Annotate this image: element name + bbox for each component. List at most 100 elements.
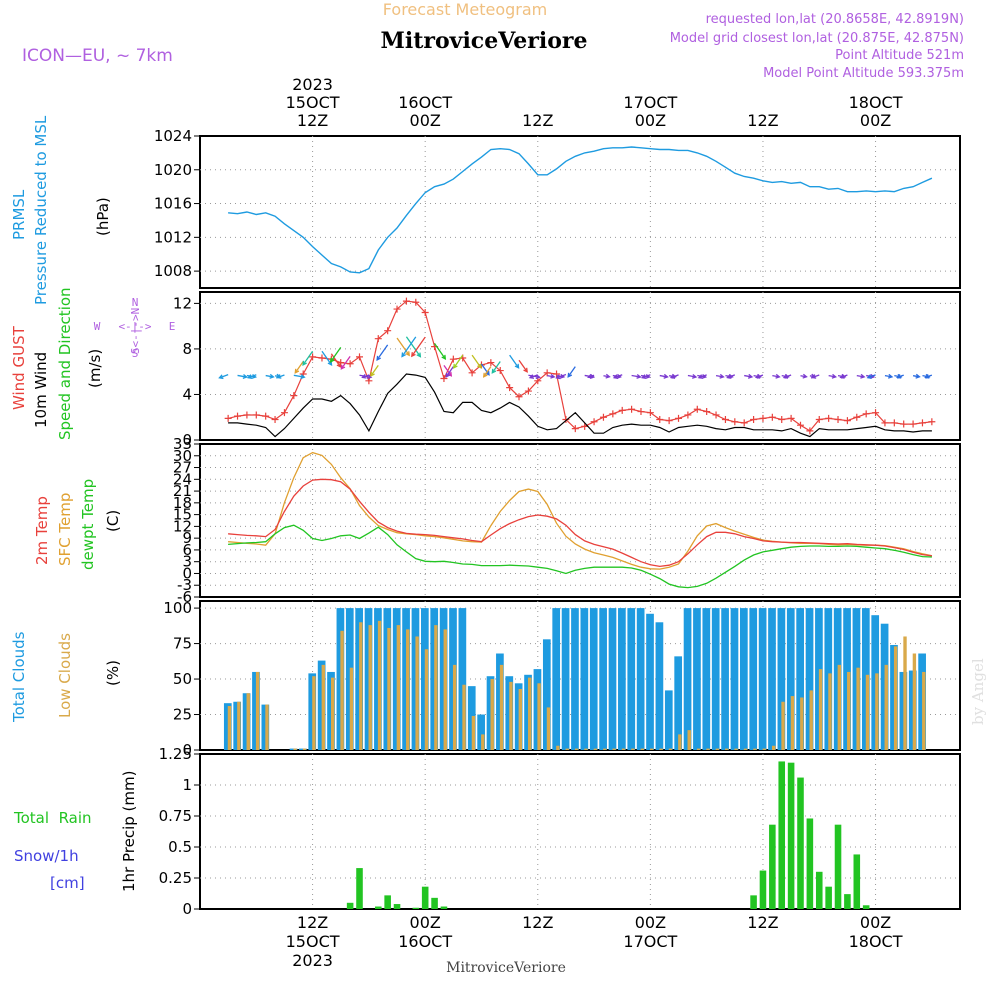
time-label-bottom: 00Z	[860, 913, 891, 932]
low-cloud-bar	[809, 690, 813, 750]
rain-bar	[374, 906, 382, 909]
pressure-unit: (hPa)	[94, 197, 112, 236]
wind-direction-arrow	[556, 373, 567, 379]
wind-direction-arrow	[491, 361, 501, 374]
y-tick-label: 1012	[154, 228, 192, 246]
gust-marker	[487, 359, 495, 367]
gust-marker	[402, 297, 410, 305]
footer-location: MitroviceVeriore	[446, 960, 566, 976]
wind-arrow-head	[896, 373, 902, 379]
wind-direction-arrow	[613, 374, 623, 379]
wind-label-dir: Speed and Direction	[56, 287, 74, 440]
gust-line	[227, 300, 932, 432]
low-cloud-bar	[743, 748, 748, 750]
wind-arrow-head	[831, 373, 838, 379]
time-label-bottom: 12Z	[522, 913, 553, 932]
low-cloud-bar	[490, 679, 494, 750]
gust-marker	[562, 416, 570, 424]
time-label-top: 18OCT	[849, 93, 903, 112]
gust-marker	[581, 422, 589, 430]
gust-marker	[843, 417, 851, 425]
wind-arrow-head	[555, 374, 561, 380]
wind-arrow-head	[924, 373, 930, 379]
y-tick-label: 3	[182, 553, 192, 571]
y-tick-label: 9	[182, 529, 192, 547]
gust-marker	[806, 427, 814, 435]
gust-marker	[234, 412, 242, 420]
low-cloud-bar	[621, 748, 626, 750]
y-tick-label: 0	[182, 564, 192, 582]
wind-direction-arrow	[529, 374, 539, 379]
wind-arrow-head	[416, 352, 422, 358]
y-tick-label: 50	[173, 670, 192, 688]
y-tick-label: 4	[182, 385, 192, 403]
gust-marker	[506, 384, 514, 392]
wind-arrow-head	[445, 372, 451, 378]
gust-marker	[703, 408, 711, 416]
low-cloud-bar	[593, 748, 598, 750]
y-tick-label: 100	[163, 599, 192, 617]
wind-compass: N S W E <-|-> S<-|->N	[94, 296, 176, 360]
gust-marker	[909, 420, 917, 428]
gust-marker	[825, 414, 833, 422]
low-cloud-bar	[368, 625, 372, 750]
time-label-top: 00Z	[860, 111, 891, 130]
low-cloud-bar	[518, 688, 523, 750]
wind-arrow-head	[411, 352, 416, 358]
total-cloud-bar	[608, 608, 617, 750]
cloud-labels: Total Clouds Low Clouds (%)	[10, 631, 122, 723]
chart-layer: 1008101210161020102404812-6-303691215182…	[154, 75, 961, 970]
total-cloud-bar	[805, 608, 814, 750]
wind-direction-arrow	[330, 347, 342, 363]
gust-marker	[412, 298, 420, 306]
compass-east: E	[169, 320, 176, 333]
low-cloud-bar	[321, 664, 325, 750]
low-cloud-bar	[631, 748, 635, 750]
rain-bar	[787, 762, 795, 909]
total-cloud-bar	[674, 656, 683, 750]
low-cloud-bar	[237, 701, 241, 750]
rain-bar	[346, 902, 354, 909]
wind-arrow-head	[663, 373, 669, 379]
total-cloud-bar	[796, 608, 804, 750]
time-label-top: 00Z	[635, 111, 666, 130]
pressure-label-2: Pressure Reduced to MSL	[32, 115, 50, 305]
gust-marker	[599, 413, 607, 421]
y-tick-label: 33	[173, 435, 192, 453]
total-cloud-bar	[664, 690, 673, 750]
total-cloud-bar	[721, 608, 729, 750]
gust-marker	[374, 335, 382, 343]
temp-unit: (C)	[104, 510, 122, 532]
wind-arrow-head	[514, 363, 520, 369]
rain-bar	[797, 777, 804, 909]
wind-direction-arrow	[340, 355, 351, 370]
rain-bar	[421, 886, 429, 909]
y-tick-label: 6	[182, 541, 192, 559]
wind-direction-arrow	[302, 350, 314, 366]
wind-arrow-head	[453, 363, 458, 369]
y-tick-label: 1008	[154, 262, 192, 280]
total-cloud-bar	[730, 608, 739, 750]
wind-arrow-head	[782, 374, 789, 379]
rain-bar	[412, 907, 420, 909]
y-tick-label: 0	[182, 900, 192, 918]
wind-arrow-head	[482, 372, 488, 378]
wind-direction-arrow	[248, 374, 257, 379]
panel-pressure: 1008 1012 1016 1020 1024	[154, 127, 961, 289]
time-label-bottom: 00Z	[635, 913, 666, 932]
wind-label-10m: 10m Wind	[32, 352, 50, 428]
wind-arrow-head	[754, 374, 761, 379]
low-cloud-bar	[246, 693, 250, 750]
wind-direction-arrow	[631, 374, 641, 378]
low-cloud-bar	[387, 627, 391, 750]
low-cloud-bar	[406, 629, 410, 750]
wind-direction-arrow	[294, 361, 304, 374]
total-cloud-bar	[542, 639, 551, 750]
wind-arrow-head	[866, 374, 872, 379]
low-cloud-bar	[471, 715, 476, 750]
wind-arrow-head	[376, 355, 382, 361]
panel-frame	[199, 600, 961, 751]
gust-marker	[384, 327, 392, 335]
low-cloud-bar	[903, 636, 907, 750]
low-cloud-bar	[706, 748, 710, 750]
